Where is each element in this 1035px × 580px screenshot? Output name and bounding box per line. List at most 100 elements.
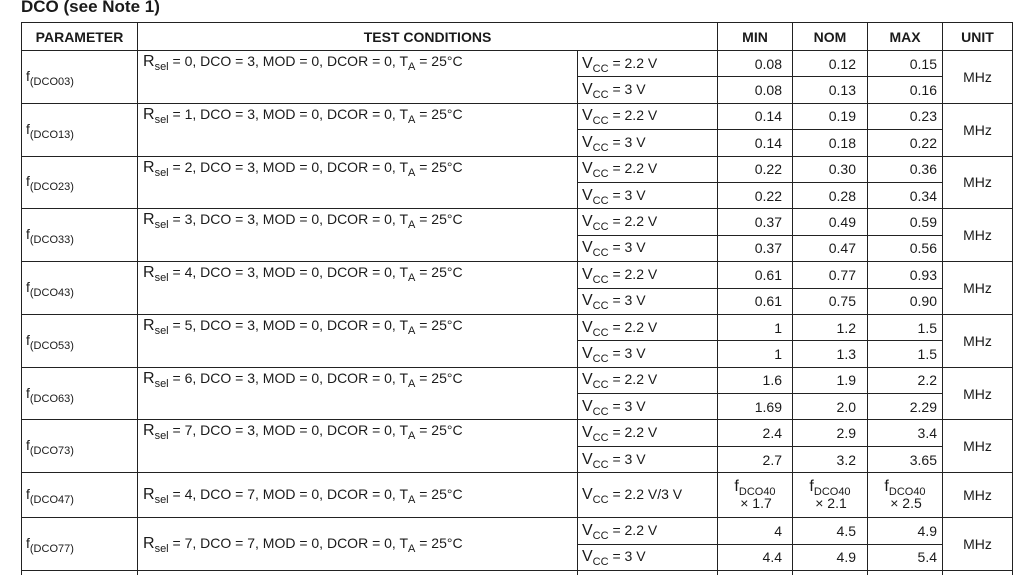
vcc-symbol: V — [582, 160, 593, 178]
unit-cell: MHz — [942, 366, 1013, 421]
table-row: f(DCO43) Rsel = 4, DCO = 3, MOD = 0, DCOR… — [21, 261, 1013, 315]
nom-value: 0.13 — [792, 76, 868, 104]
vcc-symbol: V — [582, 54, 593, 72]
unit-cell: MHz — [942, 261, 1013, 315]
max-value: 3.4 — [867, 419, 943, 447]
vcc-value: = 2.2 V — [608, 107, 658, 124]
nom-value: 3.2 — [792, 445, 868, 474]
unit-cell: MHz — [942, 517, 1013, 572]
vcc-value: = 3 V — [608, 292, 646, 309]
vcc-subscript: CC — [592, 300, 609, 313]
vcc-value: = 2.2 V — [608, 54, 658, 71]
cond-t-subscript: A — [408, 324, 416, 337]
vcc-symbol: V — [582, 213, 593, 231]
cond-settings: = 2, DCO = 3, MOD = 0, DCOR = 0, T — [168, 158, 409, 175]
table-row: f(DCO23) Rsel = 2, DCO = 3, MOD = 0, DCOR… — [21, 155, 1013, 210]
table-row: f(DCO47) Rsel = 4, DCO = 7, MOD = 0, DCOR… — [21, 472, 1013, 519]
vcc-cell: VCC = 3 V — [577, 76, 718, 104]
nom-value: fDCO40 × 2.1 — [792, 472, 868, 519]
min-value: 4.4 — [717, 543, 793, 572]
min-value: 0.37 — [717, 208, 793, 236]
param-symbol: f — [26, 437, 30, 454]
vcc-value: = 3 V — [608, 397, 646, 414]
max-value: 2.29 — [867, 393, 943, 421]
cond-r-symbol: R — [143, 105, 155, 123]
nom-value: 1.3 — [792, 340, 868, 368]
vcc-subscript: CC — [592, 194, 609, 207]
vcc-cell: VCC = 2.2 V — [577, 366, 718, 395]
cond-r-subscript: sel — [154, 377, 169, 390]
vcc-subscript: CC — [592, 556, 609, 569]
vcc-subscript: CC — [592, 432, 609, 445]
max-value: 0.16 — [867, 76, 943, 104]
cond-r-subscript: sel — [154, 61, 169, 73]
max-value: 5.4 — [867, 543, 943, 572]
cond-r-symbol: R — [143, 53, 155, 70]
cond-r-subscript: sel — [154, 219, 169, 232]
vcc-value: = 3 V — [608, 450, 646, 467]
test-condition-cell: Rsel = 6, DCO = 3, MOD = 0, DCOR = 0, TA… — [137, 366, 578, 421]
min-value: 1 — [717, 313, 793, 342]
table-row: f(DCO77) Rsel = 7, DCO = 7, MOD = 0, DCOR… — [21, 517, 1013, 572]
vcc-subscript: CC — [592, 273, 609, 286]
cond-r-symbol: R — [143, 422, 155, 440]
vcc-cell: VCC = 3 V — [577, 181, 718, 210]
param-subscript: (DCO77) — [29, 543, 74, 556]
table-row: VCC = 3 V 0.61 0.75 0.90 — [22, 287, 1013, 315]
cond-r-subscript: sel — [154, 430, 169, 443]
param-subscript: (DCO43) — [29, 287, 74, 300]
header-parameter: PARAMETER — [21, 22, 138, 51]
vcc-symbol: V — [582, 186, 593, 204]
param-symbol: f — [26, 384, 30, 401]
cond-r-symbol: R — [143, 316, 155, 334]
vcc-value: = 2.2 V/3 V — [608, 486, 683, 503]
max-value: 3.65 — [867, 445, 943, 474]
min-value: 0.22 — [717, 155, 793, 183]
vcc-value: = 2.2 V — [608, 265, 658, 282]
nom-value: 0.30 — [792, 155, 868, 183]
unit-cell: MHz — [942, 419, 1013, 474]
unit-cell: MHz — [942, 155, 1013, 210]
table-row: f(DCO73) Rsel = 7, DCO = 3, MOD = 0, DCOR… — [21, 419, 1013, 474]
min-value: 1.69 — [717, 393, 793, 421]
cond-r-symbol: R — [143, 486, 155, 504]
multiplier: × 2.5 — [890, 495, 922, 512]
nom-value: 2.0 — [792, 393, 868, 421]
max-value: 0.59 — [867, 208, 943, 236]
cond-settings: = 7, DCO = 7, MOD = 0, DCOR = 0, T — [168, 535, 409, 552]
cond-temperature: = 25°C — [415, 53, 463, 69]
test-condition-cell: Rsel = 5, DCO = 3, MOD = 0, DCOR = 0, TA… — [137, 313, 578, 368]
table-row: VCC = 3 V 2.7 3.2 3.65 — [22, 445, 1013, 474]
vcc-subscript: CC — [592, 221, 609, 234]
vcc-cell: VCC = 3 V — [577, 129, 718, 157]
test-condition-cell: Rsel = 2, DCO = 3, MOD = 0, DCOR = 0, TA… — [137, 155, 578, 210]
cond-temperature: = 25°C — [415, 211, 463, 228]
table-row: VCC = 3 V 0.37 0.47 0.56 — [22, 234, 1013, 263]
vcc-symbol: V — [582, 371, 593, 389]
parameter-cell: f(DCO47) — [21, 472, 138, 519]
param-symbol: f — [26, 120, 30, 137]
cond-settings: = 4, DCO = 3, MOD = 0, DCOR = 0, T — [168, 264, 409, 281]
test-condition-cell: Rsel = 7, DCO = 7, MOD = 0, DCOR = 0, TA… — [137, 517, 578, 572]
cond-t-subscript: A — [408, 61, 416, 73]
vcc-cell: VCC = 3 V — [577, 393, 718, 421]
table-row — [21, 570, 1013, 576]
min-value: 0.14 — [717, 129, 793, 157]
f-symbol: f — [734, 478, 739, 496]
vcc-symbol: V — [582, 397, 593, 415]
table-row: VCC = 3 V 0.08 0.13 0.16 — [22, 76, 1013, 104]
f-symbol: f — [809, 478, 814, 496]
parameter-cell: f(DCO13) — [21, 102, 138, 157]
max-value: 0.56 — [867, 234, 943, 263]
cond-temperature: = 25°C — [415, 316, 463, 333]
nom-value: 0.75 — [792, 287, 868, 315]
max-value: 1.5 — [867, 313, 943, 342]
min-value: 0.08 — [717, 76, 793, 104]
min-value: 0.08 — [717, 49, 793, 78]
max-value: 4.9 — [867, 517, 943, 545]
vcc-symbol: V — [582, 318, 593, 336]
vcc-symbol: V — [582, 239, 593, 257]
table-row: VCC = 3 V 0.22 0.28 0.34 — [22, 181, 1013, 210]
min-value: fDCO40 × 1.7 — [717, 472, 793, 519]
test-condition-cell: Rsel = 4, DCO = 3, MOD = 0, DCOR = 0, TA… — [137, 261, 578, 315]
